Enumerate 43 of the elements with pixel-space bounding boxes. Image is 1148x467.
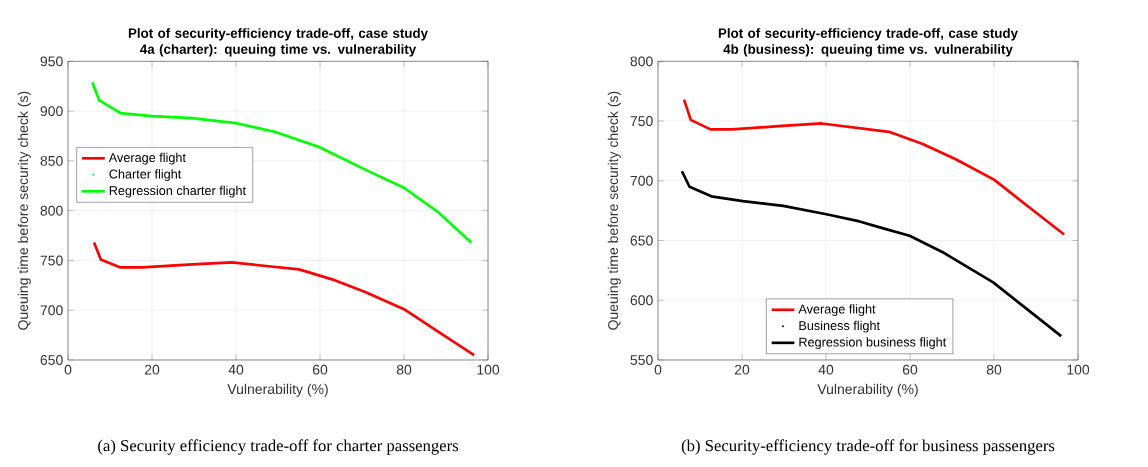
legend-label: Business flight	[799, 320, 880, 333]
x-axis-title: Vulnerability (%)	[817, 383, 918, 397]
x-tick-label: 80	[396, 364, 412, 375]
x-tick-label: 100	[1067, 364, 1090, 375]
chart-title: Plot of security-efficiency trade-off, case study 4b (business): queuing time vs. vulnerability	[718, 28, 1018, 57]
x-tick-label: 20	[734, 364, 750, 375]
line-series	[682, 98, 1066, 237]
x-tick-label: 60	[312, 364, 328, 375]
line-series	[680, 170, 1063, 338]
y-tick-label: 800	[630, 56, 653, 67]
line-series	[91, 81, 473, 245]
x-tick-label: 0	[64, 364, 72, 375]
y-tick-label: 900	[40, 106, 63, 117]
legend-label: Average flight	[108, 152, 186, 165]
legend-label: Average flight	[798, 304, 876, 317]
y-tick-label: 800	[40, 205, 63, 216]
line-series	[92, 241, 476, 357]
x-tick-label: 0	[654, 364, 662, 375]
y-tick-label: 850	[40, 156, 63, 167]
y-axis-title: Queuing time before security check (s)	[607, 91, 621, 330]
y-tick-label: 700	[40, 305, 63, 316]
x-tick-label: 40	[818, 364, 834, 375]
x-tick-label: 20	[144, 364, 160, 375]
text: (b) Security-efficiency trade-off for business passengers	[681, 439, 1055, 455]
legend-label: Regression charter flight	[109, 185, 246, 198]
y-tick-label: 650	[40, 355, 63, 366]
x-tick-label: 60	[902, 364, 918, 375]
y-tick-label: 650	[630, 235, 653, 246]
x-tick-label: 40	[228, 364, 244, 375]
y-tick-label: 550	[630, 355, 653, 366]
x-tick-label: 100	[477, 364, 500, 375]
x-axis-title: Vulnerability (%)	[227, 383, 328, 397]
chart-title: Plot of security-efficiency trade-off, case study 4a (charter): queuing time vs. vulnerability	[128, 28, 428, 57]
y-axis-title: Queuing time before security check (s)	[17, 91, 31, 330]
legend-label: Regression business flight	[799, 337, 947, 350]
y-tick-label: 750	[630, 116, 653, 127]
x-tick-label: 80	[986, 364, 1002, 375]
y-tick-label: 600	[630, 295, 653, 306]
legend-label: Charter flight	[109, 169, 182, 182]
y-tick-label: 700	[630, 176, 653, 186]
text: (a) Security efficiency trade-off for charter passengers	[98, 439, 459, 455]
y-tick-label: 750	[40, 255, 63, 266]
y-tick-label: 950	[40, 56, 63, 67]
